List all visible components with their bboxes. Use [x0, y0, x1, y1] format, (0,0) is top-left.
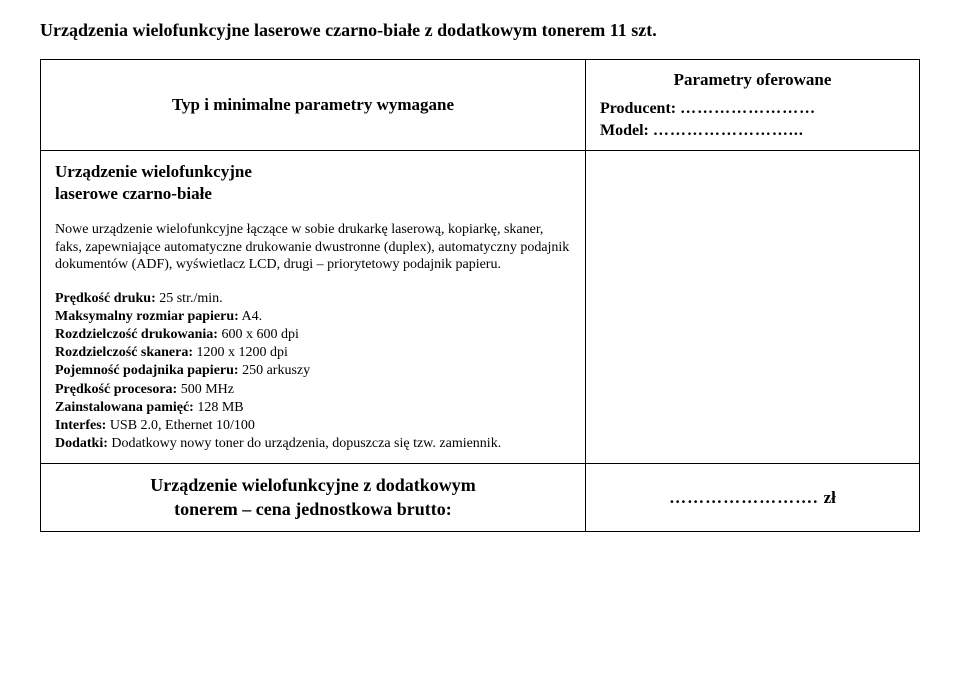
footer-left-line2: tonerem – cena jednostkowa brutto:	[174, 499, 452, 519]
device-label-line2: laserowe czarno-białe	[55, 184, 212, 203]
model-label: Model:	[600, 122, 649, 139]
header-right-cell: Parametry oferowane Producent: …………………… …	[585, 60, 919, 151]
table-body-row: Urządzenie wielofunkcyjne laserowe czarn…	[41, 151, 920, 464]
body-left-cell: Urządzenie wielofunkcyjne laserowe czarn…	[41, 151, 586, 464]
spec-iface: Interfes: USB 2.0, Ethernet 10/100	[55, 417, 571, 435]
header-left-cell: Typ i minimalne parametry wymagane	[41, 60, 586, 151]
spec-cpu-value: 500 MHz	[177, 382, 234, 397]
price-unit: zł	[824, 488, 836, 507]
spec-speed-value: 25 str./min.	[156, 291, 223, 306]
spec-extras: Dodatki: Dodatkowy nowy toner do urządze…	[55, 435, 571, 453]
footer-left-line1: Urządzenie wielofunkcyjne z dodatkowym	[150, 475, 475, 495]
header-left-text: Typ i minimalne parametry wymagane	[172, 95, 454, 114]
spec-maxsize: Maksymalny rozmiar papieru: A4.	[55, 308, 571, 326]
spec-speed: Prędkość druku: 25 str./min.	[55, 290, 571, 308]
producer-dots: ……………………	[680, 100, 816, 117]
spec-iface-value: USB 2.0, Ethernet 10/100	[106, 418, 255, 433]
table-footer-row: Urządzenie wielofunkcyjne z dodatkowym t…	[41, 464, 920, 532]
producer-label: Producent:	[600, 100, 676, 117]
footer-left-title: Urządzenie wielofunkcyjne z dodatkowym t…	[55, 474, 571, 521]
spec-mem: Zainstalowana pamięć: 128 MB	[55, 399, 571, 417]
spec-maxsize-label: Maksymalny rozmiar papieru:	[55, 309, 239, 324]
device-label-line1: Urządzenie wielofunkcyjne	[55, 162, 252, 181]
model-dots: ……………………...	[653, 122, 804, 139]
model-field: Model: ……………………...	[600, 122, 905, 140]
spec-printres-label: Rozdzielczość drukowania:	[55, 327, 218, 342]
spec-extras-value: Dodatkowy nowy toner do urządzenia, dopu…	[108, 436, 501, 451]
device-description: Nowe urządzenie wielofunkcyjne łączące w…	[55, 221, 571, 274]
producer-field: Producent: ……………………	[600, 100, 905, 118]
table-header-row: Typ i minimalne parametry wymagane Param…	[41, 60, 920, 151]
spec-mem-value: 128 MB	[194, 400, 244, 415]
body-right-cell	[585, 151, 919, 464]
spec-maxsize-value: A4.	[239, 309, 262, 324]
price-dots: …………………….	[669, 488, 824, 507]
spec-scanres: Rozdzielczość skanera: 1200 x 1200 dpi	[55, 344, 571, 362]
header-right-title: Parametry oferowane	[600, 70, 905, 90]
spec-printres-value: 600 x 600 dpi	[218, 327, 299, 342]
page-title: Urządzenia wielofunkcyjne laserowe czarn…	[40, 20, 920, 41]
spec-extras-label: Dodatki:	[55, 436, 108, 451]
spec-scanres-label: Rozdzielczość skanera:	[55, 345, 193, 360]
spec-tray: Pojemność podajnika papieru: 250 arkuszy	[55, 362, 571, 380]
spec-printres: Rozdzielczość drukowania: 600 x 600 dpi	[55, 326, 571, 344]
spec-table: Typ i minimalne parametry wymagane Param…	[40, 59, 920, 532]
footer-left-cell: Urządzenie wielofunkcyjne z dodatkowym t…	[41, 464, 586, 532]
footer-right-cell: ……………………. zł	[585, 464, 919, 532]
spec-scanres-value: 1200 x 1200 dpi	[193, 345, 288, 360]
spec-iface-label: Interfes:	[55, 418, 106, 433]
spec-mem-label: Zainstalowana pamięć:	[55, 400, 194, 415]
spec-cpu-label: Prędkość procesora:	[55, 382, 177, 397]
spec-block: Prędkość druku: 25 str./min. Maksymalny …	[55, 290, 571, 454]
spec-speed-label: Prędkość druku:	[55, 291, 156, 306]
spec-tray-label: Pojemność podajnika papieru:	[55, 363, 239, 378]
spec-tray-value: 250 arkuszy	[239, 363, 311, 378]
device-label: Urządzenie wielofunkcyjne laserowe czarn…	[55, 161, 571, 205]
spec-cpu: Prędkość procesora: 500 MHz	[55, 381, 571, 399]
